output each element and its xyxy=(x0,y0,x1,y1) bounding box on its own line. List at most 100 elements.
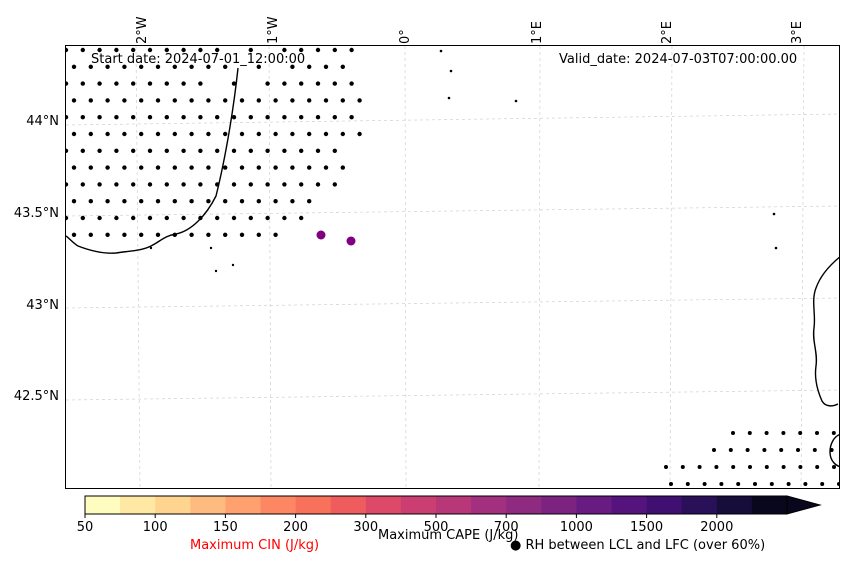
rh-dot xyxy=(315,81,321,86)
rh-dot xyxy=(181,215,186,221)
rh-dot xyxy=(323,165,329,170)
rh-dot xyxy=(702,482,707,486)
rh-dot xyxy=(88,232,93,237)
rh-dot xyxy=(155,199,161,204)
coastline-biscay xyxy=(66,67,239,254)
rh-dot xyxy=(215,215,220,221)
rh-dot xyxy=(105,131,110,137)
rh-dot xyxy=(685,482,690,486)
rh-dot xyxy=(315,182,321,187)
rh-dot xyxy=(155,232,161,237)
rh-dot xyxy=(239,165,245,170)
rh-dot xyxy=(697,465,702,469)
rh-legend-label: RH between LCL and LFC (over 60%) xyxy=(525,538,766,553)
rh-dot xyxy=(307,199,312,204)
rh-dot xyxy=(105,199,110,204)
rh-dot xyxy=(290,165,295,170)
rh-dot xyxy=(181,81,186,86)
rh-dot xyxy=(164,182,169,187)
rh-dot xyxy=(97,148,102,153)
rh-legend: ● RH between LCL and LFC (over 60%) xyxy=(510,538,765,553)
rh-dot xyxy=(231,115,237,120)
rh-dot xyxy=(669,482,673,486)
lat-label: 43.5°N xyxy=(13,206,59,221)
rh-dot xyxy=(147,47,153,53)
colorbar-tick-label: 2000 xyxy=(700,520,734,535)
cin-point-markers xyxy=(316,230,356,246)
colorbar-cell xyxy=(436,496,472,514)
rh-dot xyxy=(745,448,750,452)
rh-dot xyxy=(97,81,102,86)
rh-dot xyxy=(349,81,354,86)
rh-dot xyxy=(97,182,102,187)
colorbar-tick-label: 300 xyxy=(353,520,379,535)
rh-dot xyxy=(189,165,194,170)
rh-dot xyxy=(447,96,451,100)
rh-dot xyxy=(282,182,287,187)
rh-dot xyxy=(265,182,270,187)
meridian-3e xyxy=(800,46,805,488)
rh-dot xyxy=(131,215,136,221)
colorbar-cell xyxy=(611,496,648,514)
rh-dot xyxy=(265,81,270,86)
rh-dot xyxy=(88,131,93,137)
rh-dot xyxy=(273,165,278,170)
rh-dot xyxy=(181,148,186,153)
rh-dot xyxy=(273,232,278,237)
rh-dot xyxy=(239,232,245,237)
colorbar-tick-label: 1500 xyxy=(630,520,664,535)
rh-dot xyxy=(753,482,757,486)
rh-dot xyxy=(239,131,245,137)
rh-dot xyxy=(66,115,69,120)
rh-dot xyxy=(131,148,136,153)
rh-dot xyxy=(155,64,161,69)
rh-dot xyxy=(747,431,752,435)
rh-dot xyxy=(215,182,220,187)
rh-dot xyxy=(248,215,253,221)
rh-dot xyxy=(772,212,776,216)
rh-dot xyxy=(815,465,820,469)
rh-dot xyxy=(449,69,453,73)
rh-dot xyxy=(748,465,752,469)
rh-dot xyxy=(719,482,724,486)
rh-dot xyxy=(181,47,186,53)
rh-dot xyxy=(349,115,354,120)
rh-dot xyxy=(155,131,161,137)
rh-dot xyxy=(837,482,839,486)
coastline-mediterranean xyxy=(812,256,839,407)
cin-label: Maximum CIN (J/kg) xyxy=(190,538,320,553)
rh-dot xyxy=(223,131,228,137)
rh-dot xyxy=(774,246,778,250)
rh-dot xyxy=(796,448,800,452)
rh-dot xyxy=(131,182,136,187)
rh-dot xyxy=(198,148,203,153)
rh-dot xyxy=(282,148,287,153)
rh-dot xyxy=(769,482,774,486)
rh-dot xyxy=(215,115,220,120)
rh-dot xyxy=(256,131,261,137)
rh-dot xyxy=(248,148,253,153)
rh-dot xyxy=(290,98,295,103)
colorbar-cell xyxy=(471,496,507,514)
rh-dot xyxy=(172,131,177,137)
rh-dot xyxy=(114,47,119,53)
rh-dot xyxy=(299,47,304,53)
rh-dot xyxy=(832,465,836,469)
rh-dot xyxy=(764,431,769,435)
rh-dot xyxy=(340,131,345,137)
rh-dot xyxy=(786,482,791,486)
rh-dot xyxy=(248,115,253,120)
rh-dot xyxy=(265,115,270,120)
cin-point xyxy=(346,236,356,246)
rh-dot xyxy=(248,182,253,187)
rh-dot xyxy=(164,47,169,53)
rh-dot xyxy=(290,199,295,204)
rh-dot xyxy=(514,99,518,103)
rh-dot xyxy=(714,465,719,469)
rh-dot xyxy=(265,215,270,221)
rh-dot xyxy=(798,431,803,435)
colorbar-cell xyxy=(330,496,367,514)
rh-dot xyxy=(439,49,443,53)
rh-dot xyxy=(172,165,177,170)
rh-dot xyxy=(88,64,93,69)
